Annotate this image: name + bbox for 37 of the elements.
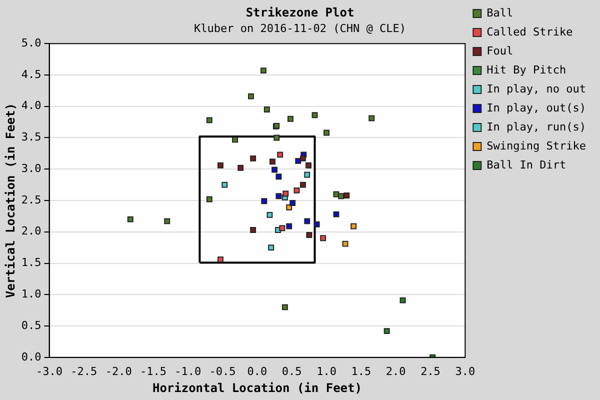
x-axis-title: Horizontal Location (in Feet)	[152, 380, 362, 395]
y-tick-label: 0.5	[21, 318, 42, 332]
legend-label: Hit By Pitch	[486, 63, 566, 76]
x-tick-label: -2.5	[70, 364, 98, 378]
x-tick-label: 1.5	[351, 364, 372, 378]
y-tick-label: 4.0	[21, 99, 42, 112]
x-tick-label: -0.5	[209, 364, 236, 378]
x-tick-label: 2.5	[420, 364, 440, 378]
y-tick-label: 5.0	[21, 36, 42, 50]
y-tick-label: 2.5	[21, 193, 42, 206]
y-axis-title: Vertical Location (in Feet)	[3, 102, 18, 298]
x-tick-label: 0.0	[247, 364, 268, 378]
y-tick-label: 3.5	[21, 130, 42, 144]
x-tick-label: 2.0	[386, 364, 406, 378]
x-tick-label: 0.5	[282, 364, 302, 378]
y-tick-label: 2.0	[21, 224, 42, 238]
legend-label: Ball	[486, 6, 514, 20]
chart-title: Strikezone Plot	[246, 5, 354, 20]
y-tick-label: 3.0	[21, 162, 42, 175]
legend-label: Ball In Dirt	[486, 158, 566, 172]
x-tick-label: -1.5	[140, 364, 166, 378]
legend-label: Called Strike	[486, 25, 573, 38]
legend-label: Foul	[486, 44, 514, 58]
y-tick-label: 4.5	[21, 68, 42, 81]
y-tick-label: 0.0	[21, 350, 42, 364]
legend-label: In play, no out	[486, 82, 586, 96]
y-tick-label: 1.0	[21, 288, 42, 300]
x-tick-label: 1.0	[316, 364, 336, 378]
x-tick-label: -2.0	[105, 364, 132, 378]
x-tick-label: -3.0	[36, 364, 63, 378]
legend-label: Swinging Strike	[486, 139, 586, 152]
x-tick-label: 3.0	[455, 364, 476, 378]
y-tick-label: 1.5	[21, 256, 42, 270]
chart-subtitle: Kluber on 2016-11-02 (CHN @ CLE)	[194, 22, 406, 35]
legend-label: In play, out(s)	[486, 101, 586, 114]
x-tick-label: -1.0	[174, 364, 202, 378]
legend-label: In play, run(s)	[486, 120, 586, 134]
